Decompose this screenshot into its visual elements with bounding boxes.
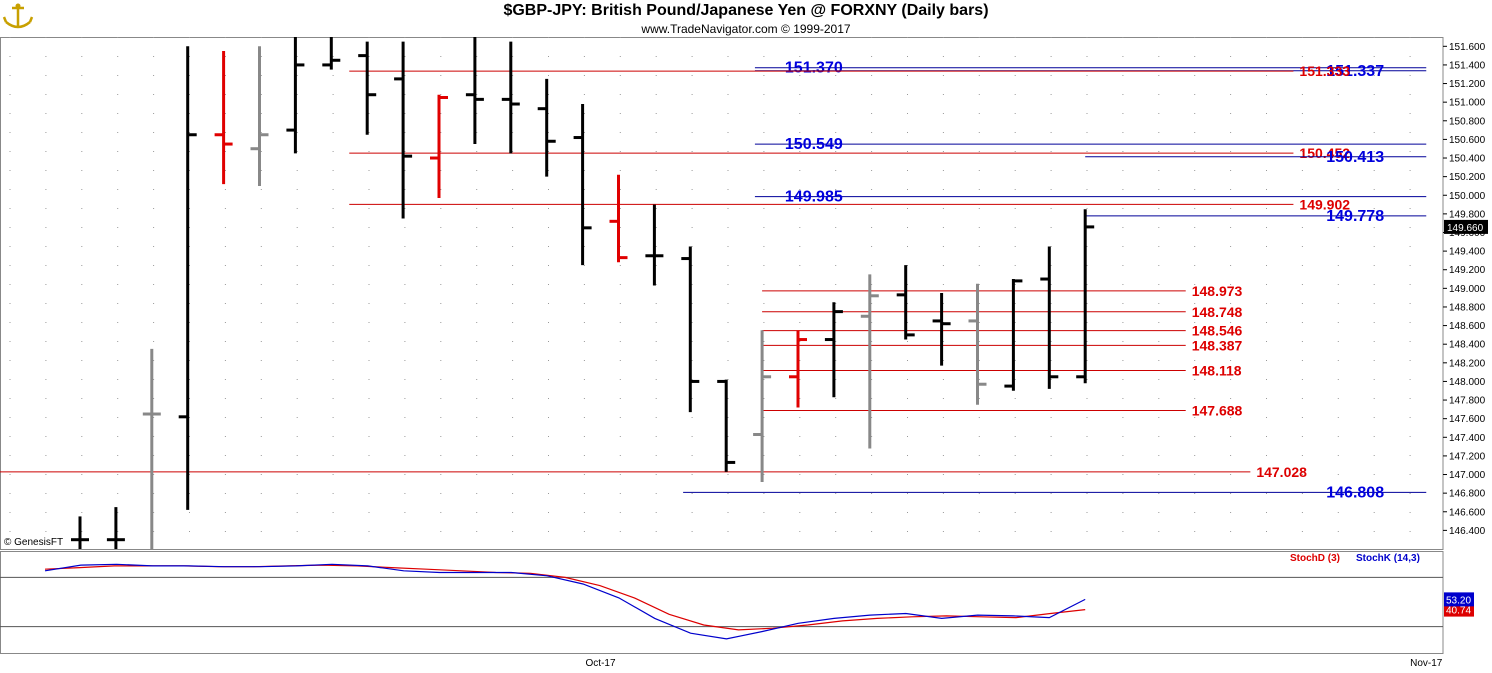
price-panel-frame [0, 37, 1444, 550]
price-level-label: 148.748 [1192, 304, 1243, 320]
price-level-label: 151.337 [1326, 63, 1384, 80]
y-tick-label: 151.600 [1449, 42, 1486, 53]
y-tick-label: 148.800 [1449, 302, 1486, 313]
stoch-series-line [44, 563, 1086, 640]
y-tick-label: 150.200 [1449, 172, 1486, 183]
stoch-panel-frame [0, 551, 1444, 654]
price-level-label: 150.549 [785, 136, 843, 153]
last-price-label: 149.660 [1447, 223, 1484, 234]
price-level-label: 150.413 [1326, 149, 1384, 166]
chart-title: $GBP-JPY: British Pound/Japanese Yen @ F… [503, 2, 989, 19]
stoch-value-label: 53.20 [1446, 595, 1471, 606]
price-level-label: 148.973 [1192, 283, 1243, 299]
price-level-label: 151.333 [1299, 63, 1350, 79]
price-level-label: 147.028 [1256, 464, 1307, 480]
y-tick-label: 148.000 [1449, 377, 1486, 388]
x-tick-label: Nov-17 [1410, 658, 1443, 669]
price-level-label: 151.370 [785, 60, 843, 77]
y-tick-label: 150.600 [1449, 135, 1486, 146]
y-tick-label: 146.600 [1449, 507, 1486, 518]
y-tick-label: 147.600 [1449, 414, 1486, 425]
y-tick-label: 147.200 [1449, 451, 1486, 462]
y-tick-label: 146.800 [1449, 489, 1486, 500]
stoch-legend-label: StochD (3) [1290, 553, 1340, 564]
price-level-label: 148.546 [1192, 323, 1243, 339]
x-tick-label: Oct-17 [586, 658, 616, 669]
stoch-value-box [1444, 592, 1474, 607]
y-tick-label: 147.400 [1449, 433, 1486, 444]
y-tick-label: 149.400 [1449, 247, 1486, 258]
price-level-label: 149.778 [1326, 208, 1384, 225]
y-tick-label: 151.200 [1449, 79, 1486, 90]
y-tick-label: 148.200 [1449, 358, 1486, 369]
price-level-label: 147.688 [1192, 402, 1243, 418]
price-level-label: 148.118 [1192, 362, 1242, 378]
y-tick-label: 148.600 [1449, 321, 1486, 332]
y-tick-label: 146.400 [1449, 526, 1486, 537]
y-tick-label: 151.000 [1449, 98, 1486, 109]
price-level-label: 149.902 [1299, 196, 1350, 212]
stoch-series-line [44, 564, 1086, 631]
stoch-value-label: 40.74 [1446, 606, 1471, 617]
y-tick-label: 151.400 [1449, 60, 1486, 71]
price-level-label: 149.985 [785, 189, 843, 206]
y-tick-label: 149.000 [1449, 284, 1486, 295]
y-tick-label: 150.400 [1449, 154, 1486, 165]
y-tick-label: 148.400 [1449, 340, 1486, 351]
price-level-label: 146.808 [1326, 484, 1384, 501]
y-tick-label: 150.800 [1449, 116, 1486, 127]
price-level-label: 148.387 [1192, 337, 1243, 353]
y-tick-label: 149.800 [1449, 209, 1486, 220]
chart-subtitle: www.TradeNavigator.com © 1999-2017 [641, 22, 851, 36]
y-tick-label: 150.000 [1449, 191, 1486, 202]
logo-icon [2, 2, 34, 34]
y-tick-label: 147.000 [1449, 470, 1486, 481]
stoch-legend-label: StochK (14,3) [1356, 553, 1420, 564]
copyright-label: © GenesisFT [4, 537, 64, 548]
last-price-box [1444, 219, 1488, 234]
y-tick-label: 147.800 [1449, 396, 1486, 407]
y-tick-label: 149.200 [1449, 265, 1486, 276]
